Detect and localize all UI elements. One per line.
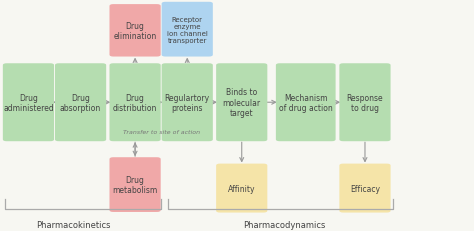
Text: Drug
elimination: Drug elimination [113,21,157,41]
FancyBboxPatch shape [162,3,213,57]
Text: Mechanism
of drug action: Mechanism of drug action [279,93,333,112]
Text: Binds to
molecular
target: Binds to molecular target [223,88,261,118]
Text: Pharmacodynamics: Pharmacodynamics [243,220,326,229]
FancyBboxPatch shape [109,64,161,142]
FancyBboxPatch shape [276,64,336,142]
Text: Drug
administered: Drug administered [3,93,54,112]
FancyBboxPatch shape [3,64,54,142]
FancyBboxPatch shape [109,158,161,212]
FancyBboxPatch shape [216,164,267,213]
Text: Pharmacokinetics: Pharmacokinetics [36,220,111,229]
Text: Drug
absorption: Drug absorption [60,93,101,112]
FancyBboxPatch shape [339,64,391,142]
Text: Response
to drug: Response to drug [346,93,383,112]
Text: Drug
metabolism: Drug metabolism [112,175,158,195]
Text: Regulartory
proteins: Regulartory proteins [164,93,210,112]
FancyBboxPatch shape [216,64,267,142]
Text: Receptor
enzyme
ion channel
transporter: Receptor enzyme ion channel transporter [167,17,208,43]
Text: Drug
distribution: Drug distribution [113,93,157,112]
Text: Transfer to site of action: Transfer to site of action [123,129,200,134]
FancyBboxPatch shape [162,64,213,142]
FancyBboxPatch shape [55,64,106,142]
Text: Affinity: Affinity [228,184,255,193]
FancyBboxPatch shape [339,164,391,213]
Text: Efficacy: Efficacy [350,184,380,193]
FancyBboxPatch shape [109,5,161,57]
